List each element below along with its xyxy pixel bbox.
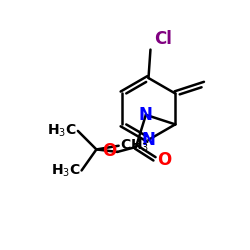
Text: Cl: Cl bbox=[154, 30, 172, 48]
Text: O: O bbox=[157, 151, 171, 169]
Text: CH$_3$: CH$_3$ bbox=[120, 138, 149, 154]
Text: H$_3$C: H$_3$C bbox=[47, 123, 77, 139]
Text: N: N bbox=[142, 131, 156, 149]
Text: H$_3$C: H$_3$C bbox=[51, 162, 80, 179]
Text: O: O bbox=[102, 142, 116, 160]
Text: N: N bbox=[139, 106, 153, 124]
